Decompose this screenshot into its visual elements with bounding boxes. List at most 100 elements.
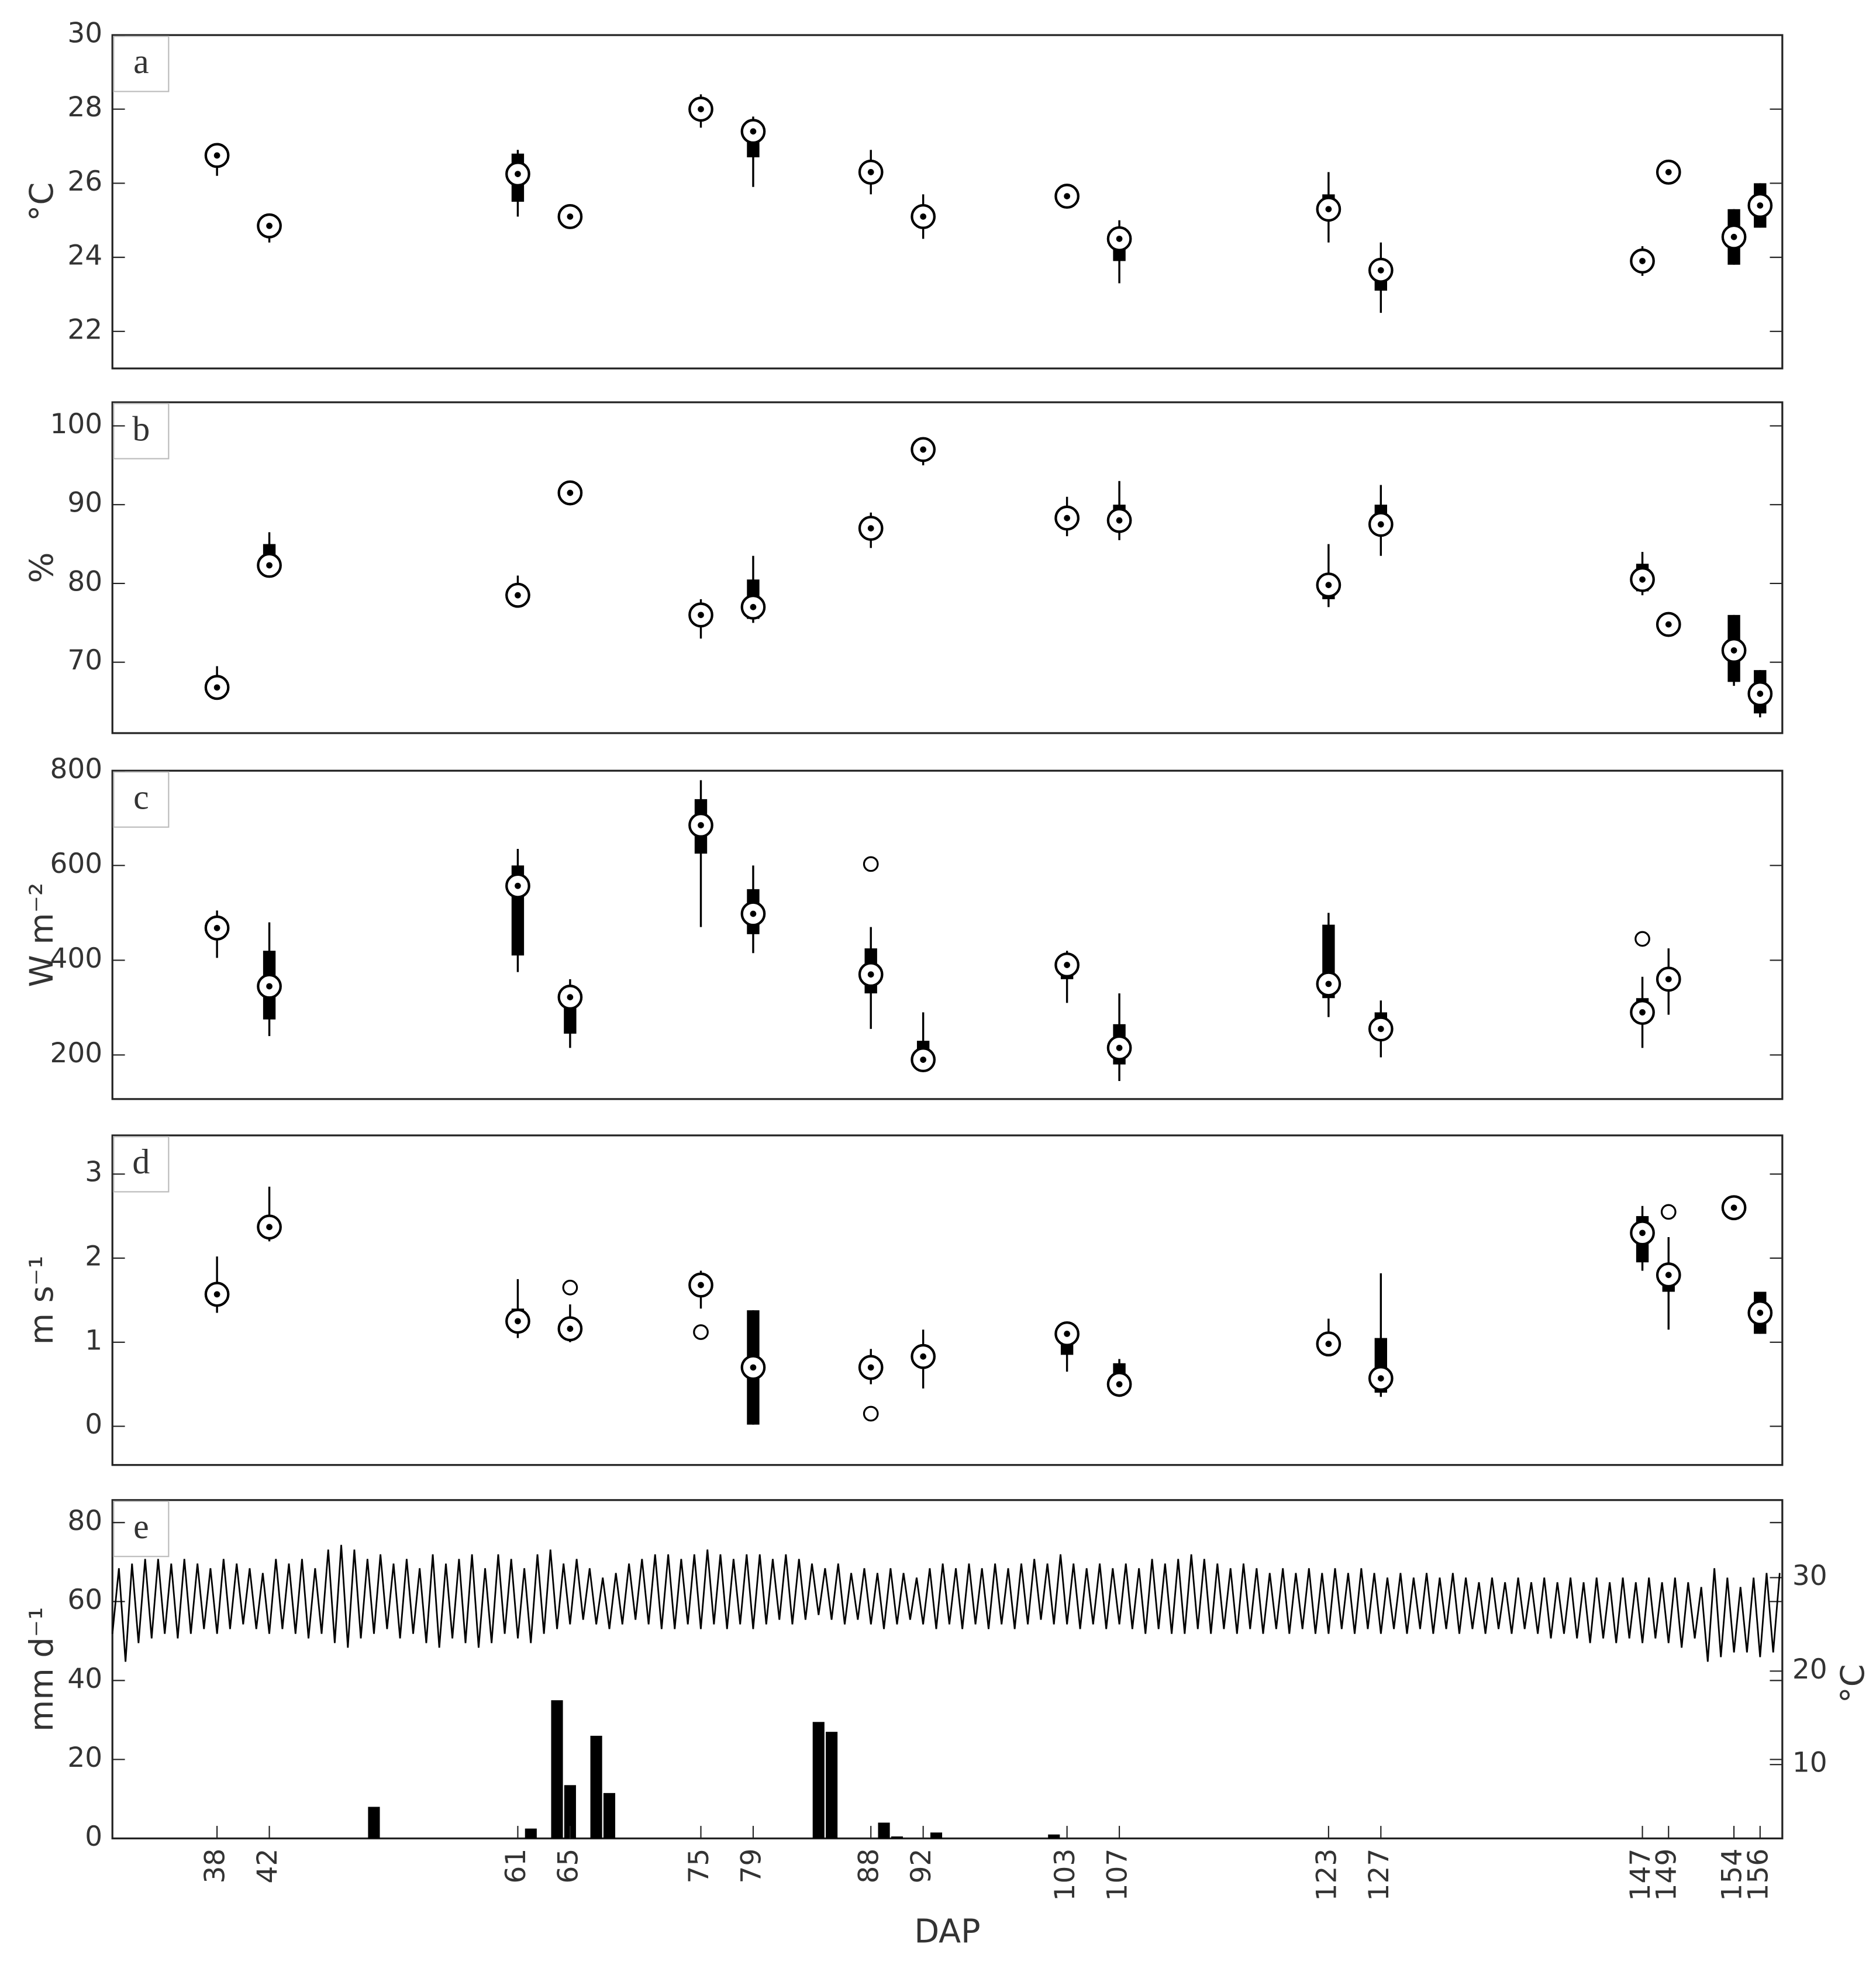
y-tick-label: 80 bbox=[67, 565, 102, 598]
median-dot bbox=[1639, 1009, 1646, 1016]
outlier bbox=[1634, 931, 1650, 947]
x-axis-label: DAP bbox=[914, 1912, 980, 1950]
median-dot bbox=[1064, 514, 1070, 522]
outlier bbox=[863, 1405, 879, 1422]
median-dot bbox=[1064, 193, 1070, 199]
x-tick-label: 156 bbox=[1742, 1849, 1774, 1901]
median-dot bbox=[920, 1353, 926, 1360]
median-dot bbox=[1757, 1310, 1764, 1316]
median-dot bbox=[515, 592, 521, 599]
y-tick-label: 0 bbox=[85, 1821, 102, 1853]
y-tick-label: 70 bbox=[67, 644, 102, 676]
y-axis-label: % bbox=[23, 552, 61, 583]
y2-axis-label: °C bbox=[1834, 1664, 1872, 1703]
median-dot bbox=[515, 171, 521, 177]
rain-bar bbox=[891, 1836, 903, 1839]
median-dot bbox=[266, 562, 273, 569]
median-dot bbox=[698, 1282, 704, 1289]
panel-label-box bbox=[113, 1500, 170, 1558]
x-tick-label: 149 bbox=[1651, 1849, 1683, 1901]
temperature-line bbox=[111, 1545, 1781, 1662]
median-dot bbox=[1757, 202, 1764, 209]
median-dot bbox=[213, 924, 220, 931]
panel-label: b bbox=[132, 409, 150, 448]
median-dot bbox=[1377, 267, 1384, 274]
x-tick-label: 107 bbox=[1102, 1849, 1134, 1901]
x-tick-label: 154 bbox=[1716, 1849, 1749, 1901]
median-dot bbox=[750, 604, 757, 610]
x-tick-label: 103 bbox=[1049, 1849, 1081, 1901]
y-tick-label: 2 bbox=[85, 1240, 102, 1272]
median-dot bbox=[920, 1056, 926, 1063]
panel-label: e bbox=[133, 1507, 149, 1546]
rain-bar bbox=[603, 1793, 616, 1839]
x-tick-label: 127 bbox=[1363, 1849, 1395, 1901]
y-tick-label: 400 bbox=[50, 942, 102, 975]
plot-frame bbox=[111, 34, 1784, 369]
median-dot bbox=[1064, 1331, 1070, 1337]
median-dot bbox=[1116, 1381, 1123, 1388]
y-tick-label: 22 bbox=[67, 313, 102, 346]
median-dot bbox=[867, 169, 874, 175]
median-dot bbox=[1325, 582, 1332, 589]
rain-bar bbox=[551, 1700, 563, 1839]
panel-label-box bbox=[113, 36, 170, 92]
x-tick-label: 75 bbox=[683, 1849, 715, 1884]
rain-bar bbox=[368, 1807, 380, 1839]
median-dot bbox=[750, 128, 757, 135]
y-tick-label: 800 bbox=[50, 753, 102, 785]
median-dot bbox=[1665, 1272, 1672, 1279]
median-dot bbox=[1730, 647, 1737, 654]
median-dot bbox=[1665, 976, 1672, 983]
x-tick-label: 79 bbox=[736, 1849, 768, 1884]
rain-bar bbox=[1048, 1834, 1060, 1839]
median-dot bbox=[213, 684, 220, 691]
y-tick-label: 40 bbox=[67, 1663, 102, 1695]
median-dot bbox=[1377, 521, 1384, 528]
median-dot bbox=[1116, 1044, 1123, 1051]
median-dot bbox=[1064, 962, 1070, 968]
median-dot bbox=[867, 971, 874, 978]
x-tick-label: 65 bbox=[552, 1849, 584, 1884]
y-tick-label: 30 bbox=[67, 17, 102, 49]
plot-frame bbox=[111, 1499, 1784, 1840]
panel-label-box bbox=[113, 1136, 170, 1193]
median-dot bbox=[567, 213, 574, 220]
outlier bbox=[1660, 1204, 1677, 1220]
x-tick-label: 38 bbox=[199, 1849, 232, 1884]
y-tick-label: 600 bbox=[50, 848, 102, 880]
x-tick-label: 61 bbox=[500, 1849, 532, 1884]
y-tick-label: 20 bbox=[67, 1742, 102, 1774]
median-dot bbox=[515, 882, 521, 889]
median-dot bbox=[1757, 690, 1764, 697]
y2-tick-label: 30 bbox=[1792, 1560, 1827, 1592]
median-dot bbox=[867, 525, 874, 531]
median-dot bbox=[1325, 206, 1332, 213]
y2-tick-label: 10 bbox=[1792, 1747, 1827, 1779]
plot-frame bbox=[111, 1134, 1784, 1466]
median-dot bbox=[213, 1291, 220, 1298]
y-tick-label: 28 bbox=[67, 91, 102, 123]
median-dot bbox=[515, 1318, 521, 1325]
panel-label-box bbox=[113, 771, 170, 828]
y-tick-label: 1 bbox=[85, 1324, 102, 1356]
outlier bbox=[693, 1324, 709, 1340]
median-dot bbox=[750, 910, 757, 917]
rain-bar bbox=[878, 1822, 890, 1839]
panel-label-box bbox=[113, 403, 170, 460]
median-dot bbox=[1730, 1204, 1737, 1211]
y-tick-label: 200 bbox=[50, 1037, 102, 1069]
median-dot bbox=[266, 1224, 273, 1231]
median-dot bbox=[213, 152, 220, 159]
median-dot bbox=[920, 446, 926, 453]
median-dot bbox=[698, 612, 704, 619]
y-tick-label: 26 bbox=[67, 165, 102, 198]
plot-frame bbox=[111, 401, 1784, 734]
median-dot bbox=[698, 822, 704, 828]
y-tick-label: 24 bbox=[67, 240, 102, 272]
median-dot bbox=[1730, 233, 1737, 240]
median-dot bbox=[266, 222, 273, 229]
y-tick-label: 3 bbox=[85, 1156, 102, 1189]
